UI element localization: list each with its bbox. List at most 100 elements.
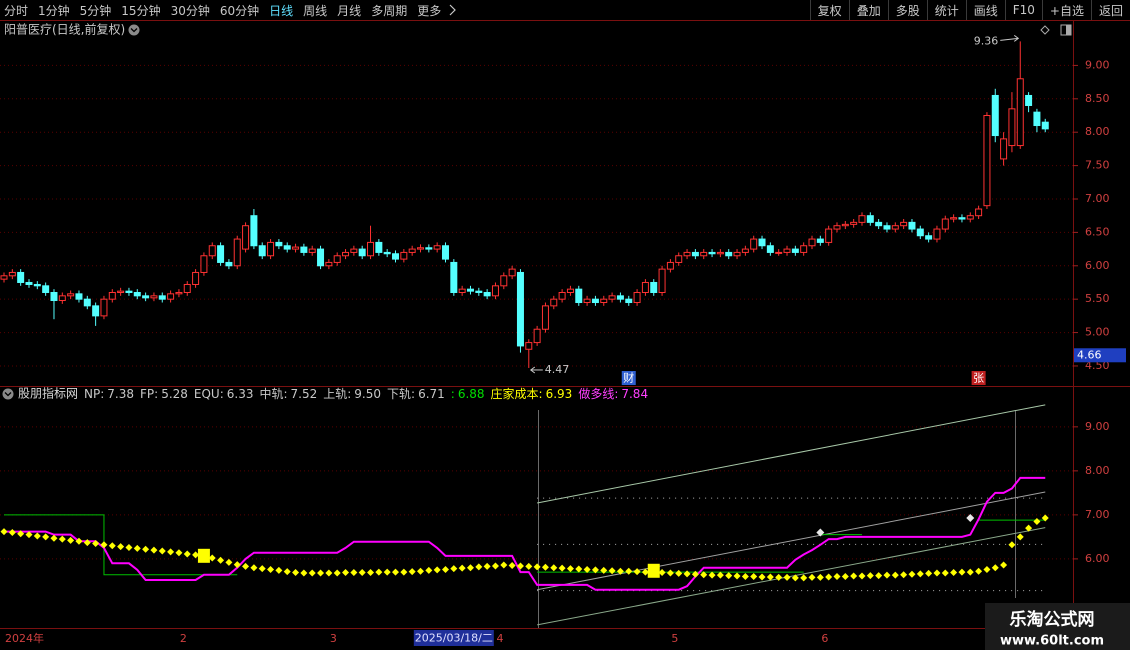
candle-body [250, 215, 258, 247]
candle-body [675, 255, 683, 263]
candle-body [466, 288, 474, 292]
cost-dot [117, 543, 125, 551]
action-button[interactable]: 画线 [965, 0, 1005, 20]
candle-body [1000, 138, 1008, 160]
cost-dot [608, 567, 616, 575]
cost-dot [716, 571, 724, 579]
cost-dot [975, 567, 983, 575]
candle-body [25, 281, 33, 285]
candle-body [800, 245, 808, 253]
cost-dot [575, 565, 583, 573]
period-tab[interactable]: 更多 [417, 3, 442, 18]
action-button[interactable]: 复权 [809, 0, 849, 20]
candle-body [267, 241, 275, 257]
cost-dot [1016, 533, 1024, 541]
cost-dot [367, 569, 375, 577]
period-tab[interactable]: 1分钟 [38, 3, 70, 18]
series-line [537, 404, 1046, 504]
legend-label: : [451, 387, 455, 401]
action-button[interactable]: +自选 [1041, 0, 1091, 20]
cost-dot [375, 568, 383, 576]
indicator-menu-icon[interactable] [2, 388, 14, 400]
panel-toggle-icon[interactable] [1060, 24, 1072, 36]
cost-dot [0, 528, 8, 536]
signal-square [197, 548, 210, 563]
cost-dot [933, 569, 941, 577]
period-tab[interactable]: 分时 [4, 3, 29, 18]
cost-dot [217, 556, 225, 564]
cost-dot [358, 569, 366, 577]
candle-body [383, 251, 391, 255]
candle-body [666, 261, 674, 270]
cost-dot [1008, 541, 1016, 549]
cost-dot [866, 572, 874, 580]
cost-dot [600, 566, 608, 574]
period-tab[interactable]: 15分钟 [121, 3, 161, 18]
action-buttons: 复权 叠加 多股 统计 画线 F10 +自选 返回 [809, 0, 1130, 20]
cost-dot [458, 564, 466, 572]
candle-body [833, 225, 841, 230]
candle-body [508, 268, 516, 277]
candle-body [566, 288, 574, 293]
candle-body [958, 217, 966, 220]
diamond-icon[interactable] [1040, 25, 1050, 35]
candle-body [50, 291, 58, 302]
candle-body [825, 228, 833, 243]
more-chevron[interactable] [449, 4, 457, 16]
y-tick-label: 8.50 [1085, 92, 1110, 105]
cost-dot [891, 571, 899, 579]
cost-dot [483, 562, 491, 570]
candle-body [408, 248, 416, 253]
action-button[interactable]: 多股 [887, 0, 927, 20]
cost-dot [516, 562, 524, 570]
candle-body [550, 298, 558, 307]
y-tick-label: 7.50 [1085, 159, 1110, 172]
candle-body [183, 283, 191, 293]
candle-body [850, 221, 858, 225]
action-button[interactable]: F10 [1004, 0, 1042, 20]
candle-body [841, 223, 849, 227]
candle-body [533, 328, 541, 344]
candle-body [475, 290, 483, 293]
candle-body [525, 342, 533, 350]
watermark-box [985, 603, 1130, 650]
candle-body [583, 298, 591, 304]
high-arrow [1000, 37, 1019, 41]
cost-dot [675, 569, 683, 577]
candle-body [333, 255, 341, 263]
toolbar: 分时 1分钟 5分钟 15分钟 30分钟 60分钟 日线 周线 月线 多周期 更多 复权 叠加 多股 统计… [0, 0, 1130, 20]
period-tab[interactable]: 60分钟 [219, 3, 260, 18]
period-tab[interactable]: 月线 [337, 3, 362, 18]
period-tab[interactable]: 多周期 [371, 3, 408, 18]
period-tab[interactable]: 周线 [303, 3, 328, 18]
high-arrowhead [1013, 34, 1020, 42]
period-tab[interactable]: 5分钟 [79, 3, 112, 18]
candle-body [325, 261, 333, 267]
candle-body [208, 245, 216, 257]
action-button[interactable]: 返回 [1090, 0, 1130, 20]
candle-body [1041, 121, 1049, 130]
y-tick-label: 6.00 [1085, 552, 1110, 565]
candle-body [741, 248, 749, 253]
cost-dot [417, 567, 424, 575]
candle-body [633, 291, 641, 304]
period-tab[interactable]: 30分钟 [170, 3, 210, 18]
candle-body [450, 261, 458, 293]
y-tick-label: 8.00 [1085, 125, 1110, 138]
action-button[interactable]: 统计 [926, 0, 966, 20]
cost-dot [308, 569, 316, 577]
candle-body [866, 215, 874, 223]
cost-dot [466, 564, 474, 572]
cost-dot [83, 539, 91, 547]
candle-body [766, 245, 774, 253]
cost-dot [708, 571, 716, 579]
cost-dot [958, 568, 966, 576]
event-label: 张 [973, 372, 984, 385]
period-tab[interactable]: 日线 [269, 3, 294, 18]
action-button[interactable]: 叠加 [848, 0, 888, 20]
title-menu-icon[interactable] [128, 24, 140, 36]
cost-dot [533, 563, 541, 571]
y-tick-label: 6.00 [1085, 259, 1110, 272]
candle-body [1008, 108, 1016, 147]
